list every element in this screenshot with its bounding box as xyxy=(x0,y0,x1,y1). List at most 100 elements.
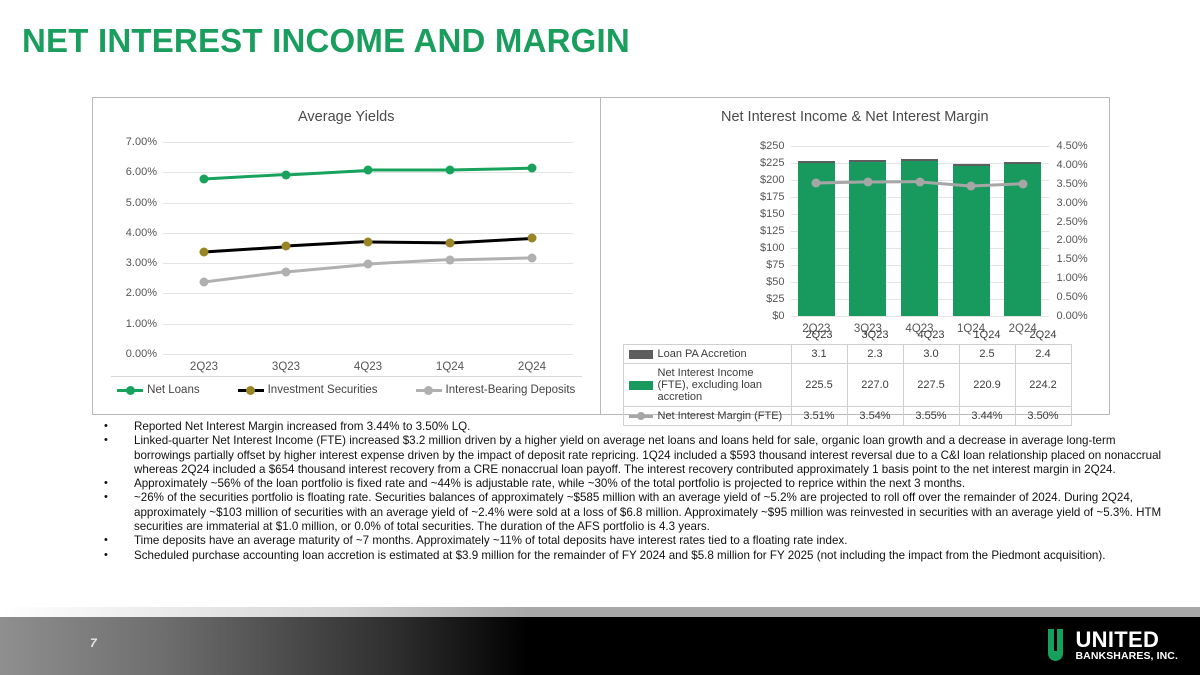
table-cell-0-4: 2.4 xyxy=(1014,344,1072,364)
y-axis-tick-label: 1.00% xyxy=(125,317,157,330)
nim-data-point-2 xyxy=(915,177,924,187)
x-axis-tick-label: 2Q23 xyxy=(189,361,219,373)
table-cell-1-2: 227.5 xyxy=(902,363,960,407)
bar-accretion-1Q24 xyxy=(952,164,990,166)
table-cell-1-0: 225.5 xyxy=(790,363,848,407)
data-point-1-3 xyxy=(445,238,455,248)
table-header-row: 2Q23 3Q23 4Q23 1Q24 2Q24 xyxy=(623,326,1071,345)
bar-accretion-3Q23 xyxy=(849,160,887,162)
bar-slot-2Q24 xyxy=(997,146,1049,316)
y2-axis-tick-label: 0.00% xyxy=(1056,310,1088,322)
line-segment xyxy=(285,262,369,274)
nii-nim-data-table: 2Q23 3Q23 4Q23 1Q24 2Q24 Loan PA Accretion 3.1… xyxy=(622,326,1072,426)
data-point-2-1 xyxy=(281,267,291,277)
bullet-list: Reported Net Interest Margin increased f… xyxy=(98,419,1163,563)
bar-slot-2Q23 xyxy=(791,146,843,316)
y-axis-tick-label: $225 xyxy=(760,157,785,169)
gridline xyxy=(163,232,573,234)
y-axis-tick-label: 2.00% xyxy=(125,287,157,300)
line-segment xyxy=(285,240,369,248)
footer-top-strip xyxy=(0,607,1200,617)
bar-slot-4Q23 xyxy=(894,146,946,316)
united-bankshares-mark-icon xyxy=(1047,629,1068,662)
table-header-2Q23: 2Q23 xyxy=(791,326,847,345)
y-axis-tick-label: $175 xyxy=(760,191,785,203)
average-yields-legend: Net Loans Investment Securities Interest-B… xyxy=(111,376,582,396)
gridline xyxy=(790,316,1049,317)
table-row-label-1: Net Interest Income (FTE), excluding loa… xyxy=(622,363,792,407)
table-row-label-0: Loan PA Accretion xyxy=(622,344,792,364)
x-axis-tick-label: 2Q24 xyxy=(517,361,547,373)
y-axis-tick-label: 5.00% xyxy=(125,196,157,209)
y2-axis-tick-label: 4.50% xyxy=(1056,140,1088,152)
company-logo: UNITED BANKSHARES, INC. xyxy=(1047,628,1178,662)
y2-axis-tick-label: 2.00% xyxy=(1056,234,1088,247)
y-axis-tick-label: 3.00% xyxy=(125,257,157,270)
nii-nim-title: Net Interest Income & Net Interest Margi… xyxy=(720,109,989,125)
nim-data-point-3 xyxy=(966,181,976,191)
table-cell-1-3: 220.9 xyxy=(958,363,1016,407)
data-point-0-0 xyxy=(199,174,209,184)
bullet-item-2: Approximately ~56% of the loan portfolio… xyxy=(98,476,1163,491)
charts-container: Average Yields 0.00% 1.00% 2.00% 3.00% 4.00%… xyxy=(92,97,1110,426)
bar-slot-3Q23 xyxy=(842,146,894,316)
table-cell-0-0: 3.1 xyxy=(790,344,848,364)
y2-axis-tick-label: 0.50% xyxy=(1056,291,1088,304)
table-cell-1-1: 227.0 xyxy=(846,363,904,407)
y-axis-tick-label: $100 xyxy=(760,242,785,254)
bar-slot-1Q24 xyxy=(945,146,997,316)
legend-swatch xyxy=(117,385,144,395)
nim-data-point-4 xyxy=(1018,179,1028,189)
data-point-0-1 xyxy=(281,170,291,180)
nim-data-point-1 xyxy=(863,177,873,187)
y-axis-tick-label: $150 xyxy=(760,208,785,220)
bar-nii-2Q24 xyxy=(1004,163,1042,316)
gridline xyxy=(163,293,573,295)
nii-nim-chart: Net Interest Income & Net Interest Margi… xyxy=(601,98,1110,426)
x-axis-tick-label: 3Q23 xyxy=(271,361,301,373)
y2-axis-tick-label: 2.50% xyxy=(1056,215,1088,228)
bar-nii-4Q23 xyxy=(900,161,939,316)
bullet-item-0: Reported Net Interest Margin increased f… xyxy=(98,419,1163,434)
legend-label: Net Loans xyxy=(147,384,200,396)
legend-label: Investment Securities xyxy=(267,384,378,396)
table-cell-0-3: 2.5 xyxy=(958,344,1016,364)
table-cell-0-1: 2.3 xyxy=(846,344,904,364)
page-number: 7 xyxy=(90,636,97,650)
row-label-inner: Net Interest Income (FTE), excluding loa… xyxy=(628,367,786,403)
y-axis-tick-label: 0.00% xyxy=(125,348,157,360)
y-axis-tick-label: $75 xyxy=(766,259,785,271)
table-row: Net Interest Income (FTE), excluding loa… xyxy=(622,363,1072,407)
data-point-2-3 xyxy=(445,255,455,265)
legend-label: Interest-Bearing Deposits xyxy=(445,384,576,396)
line-segment xyxy=(203,270,287,284)
y-axis-tick-label: $50 xyxy=(766,276,785,288)
row-label-inner: Net Interest Margin (FTE) xyxy=(628,410,786,422)
y2-axis-tick-label: 1.50% xyxy=(1056,253,1088,266)
data-point-1-0 xyxy=(199,247,209,257)
table-header-spacer xyxy=(623,326,791,345)
table-cell-1-4: 224.2 xyxy=(1014,363,1072,407)
table-header-3Q23: 3Q23 xyxy=(847,326,903,345)
legend-item-0: Net Loans xyxy=(117,384,200,396)
x-axis-tick-label: 4Q23 xyxy=(353,361,383,373)
line-segment xyxy=(203,244,287,254)
table-cell-0-2: 3.0 xyxy=(902,344,960,364)
gridline xyxy=(163,142,573,143)
table-row-label-text-1: Net Interest Income (FTE), excluding loa… xyxy=(657,367,763,403)
bar-accretion-4Q23 xyxy=(900,159,939,162)
data-point-1-1 xyxy=(281,241,291,251)
y-axis-tick-label: $125 xyxy=(760,225,785,237)
y-axis-tick-label: $25 xyxy=(766,293,785,305)
y-axis-tick-label: 7.00% xyxy=(125,136,157,148)
legend-item-1: Investment Securities xyxy=(237,384,378,396)
line-segment xyxy=(449,166,533,172)
line-segment xyxy=(368,168,450,172)
bullet-item-1: Linked-quarter Net Interest Income (FTE)… xyxy=(98,433,1163,477)
data-point-1-2 xyxy=(363,237,373,247)
y-axis-tick-label: 4.00% xyxy=(125,226,157,239)
bar-nii-1Q24 xyxy=(952,165,990,316)
nii-nim-plot: $0 $25 $50 $75 $100 $125 $150 $175 $200 $225 $250 0… xyxy=(760,140,1088,335)
legend-item-2: Interest-Bearing Deposits xyxy=(415,384,576,396)
